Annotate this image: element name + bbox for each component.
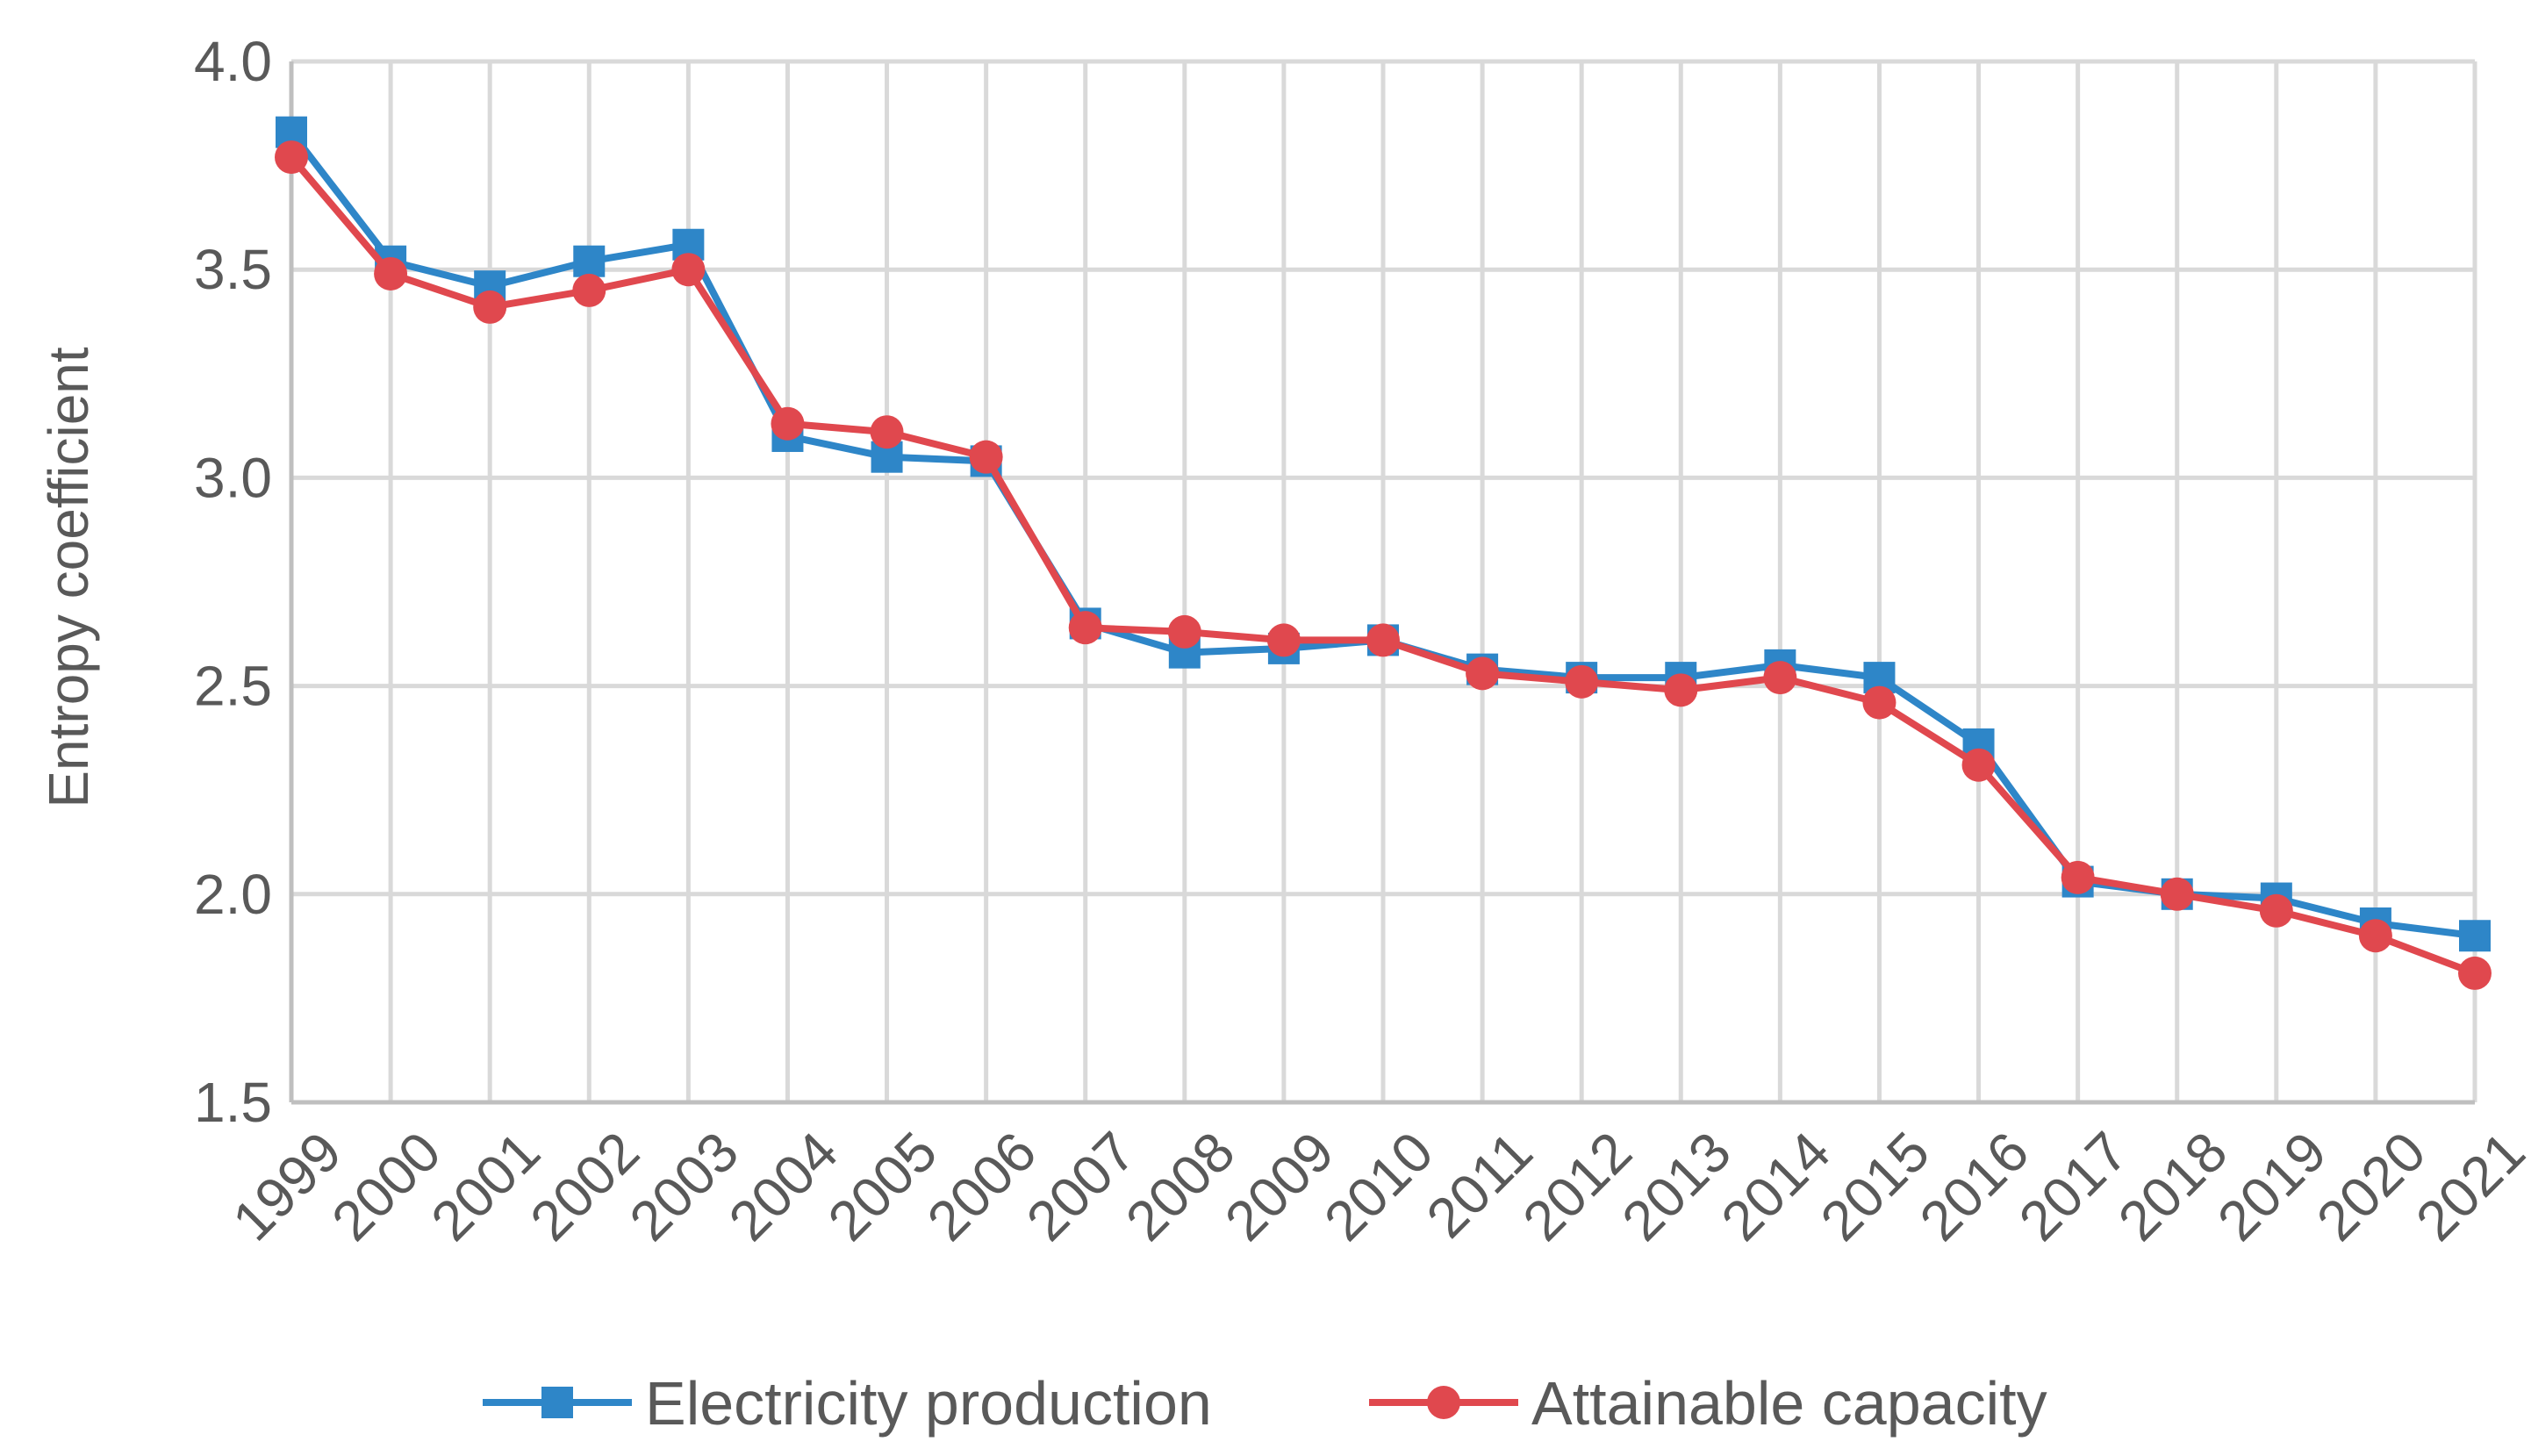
x-tick-label: 2014 [1709, 1120, 1842, 1253]
data-point-circle [870, 415, 904, 449]
data-point-circle [2358, 919, 2392, 953]
data-point-circle [1664, 673, 1698, 707]
data-point-circle [1862, 685, 1896, 720]
legend-item: Electricity production [483, 1369, 1212, 1438]
x-tick-label: 2013 [1610, 1120, 1743, 1253]
data-point-circle [572, 273, 606, 307]
data-point-circle [2458, 956, 2492, 990]
x-tick-label: 2019 [2205, 1120, 2339, 1253]
legend-marker-circle [1427, 1386, 1460, 1419]
x-tick-label: 2012 [1510, 1120, 1644, 1253]
y-tick-label: 3.0 [194, 446, 272, 509]
x-tick-label: 2004 [717, 1120, 850, 1253]
x-tick-label: 1999 [220, 1120, 354, 1253]
x-tick-label: 2005 [816, 1120, 950, 1253]
x-tick-label: 2003 [617, 1120, 750, 1253]
legend-label: Electricity production [645, 1369, 1212, 1438]
y-tick-label: 2.0 [194, 863, 272, 926]
x-tick-label: 2018 [2106, 1120, 2240, 1253]
data-point-circle [1266, 623, 1301, 657]
legend-item: Attainable capacity [1369, 1369, 2047, 1438]
y-tick-label: 2.5 [194, 655, 272, 718]
x-tick-label: 2008 [1114, 1120, 1247, 1253]
y-axis-title: Entropy coefficient [37, 347, 100, 808]
y-tick-label: 1.5 [194, 1071, 272, 1134]
x-tick-label: 2020 [2305, 1120, 2438, 1253]
data-point-circle [2061, 860, 2095, 894]
grid [289, 59, 2477, 1102]
series-attainable-capacity [275, 140, 2492, 990]
data-point-square [2459, 920, 2491, 952]
data-point-circle [1366, 623, 1400, 657]
data-point-circle [969, 440, 1003, 474]
data-point-circle [1466, 656, 1500, 691]
x-tick-label: 2009 [1213, 1120, 1346, 1253]
x-tick-label: 2000 [319, 1120, 453, 1253]
data-point-square [573, 245, 606, 277]
x-tick-label: 2007 [1015, 1120, 1148, 1253]
y-tick-label: 4.0 [194, 30, 272, 93]
x-tick-label: 2011 [1415, 1120, 1545, 1250]
data-point-circle [473, 290, 507, 324]
x-tick-label: 2016 [1908, 1120, 2041, 1253]
data-point-circle [2259, 893, 2293, 928]
data-point-circle [1763, 661, 1797, 695]
data-point-circle [1167, 614, 1201, 649]
x-tick-label: 2002 [518, 1120, 651, 1253]
y-tick-label: 3.5 [194, 238, 272, 301]
data-point-circle [771, 406, 805, 441]
x-tick-label: 2021 [2404, 1120, 2531, 1253]
x-tick-label: 2017 [2007, 1120, 2140, 1253]
data-point-circle [275, 140, 308, 175]
x-tick-label: 2010 [1312, 1120, 1445, 1253]
data-point-circle [1565, 664, 1599, 699]
legend-marker-square [541, 1387, 573, 1418]
data-point-circle [374, 256, 408, 290]
legend-label: Attainable capacity [1531, 1369, 2047, 1438]
series [275, 116, 2492, 990]
x-tick-labels: 1999200020012002200320042005200620072008… [220, 1120, 2531, 1253]
data-point-circle [671, 253, 706, 287]
data-point-circle [1068, 611, 1102, 645]
data-point-circle [1961, 748, 1996, 782]
legend: Electricity production Attainable capacit… [483, 1369, 2047, 1438]
x-tick-label: 2015 [1809, 1120, 1942, 1253]
x-tick-label: 2006 [915, 1120, 1049, 1253]
y-tick-labels: 1.5 2.0 2.5 3.0 3.5 4.0 [194, 30, 272, 1134]
x-tick-label: 2001 [419, 1120, 552, 1253]
data-point-circle [2160, 877, 2194, 911]
